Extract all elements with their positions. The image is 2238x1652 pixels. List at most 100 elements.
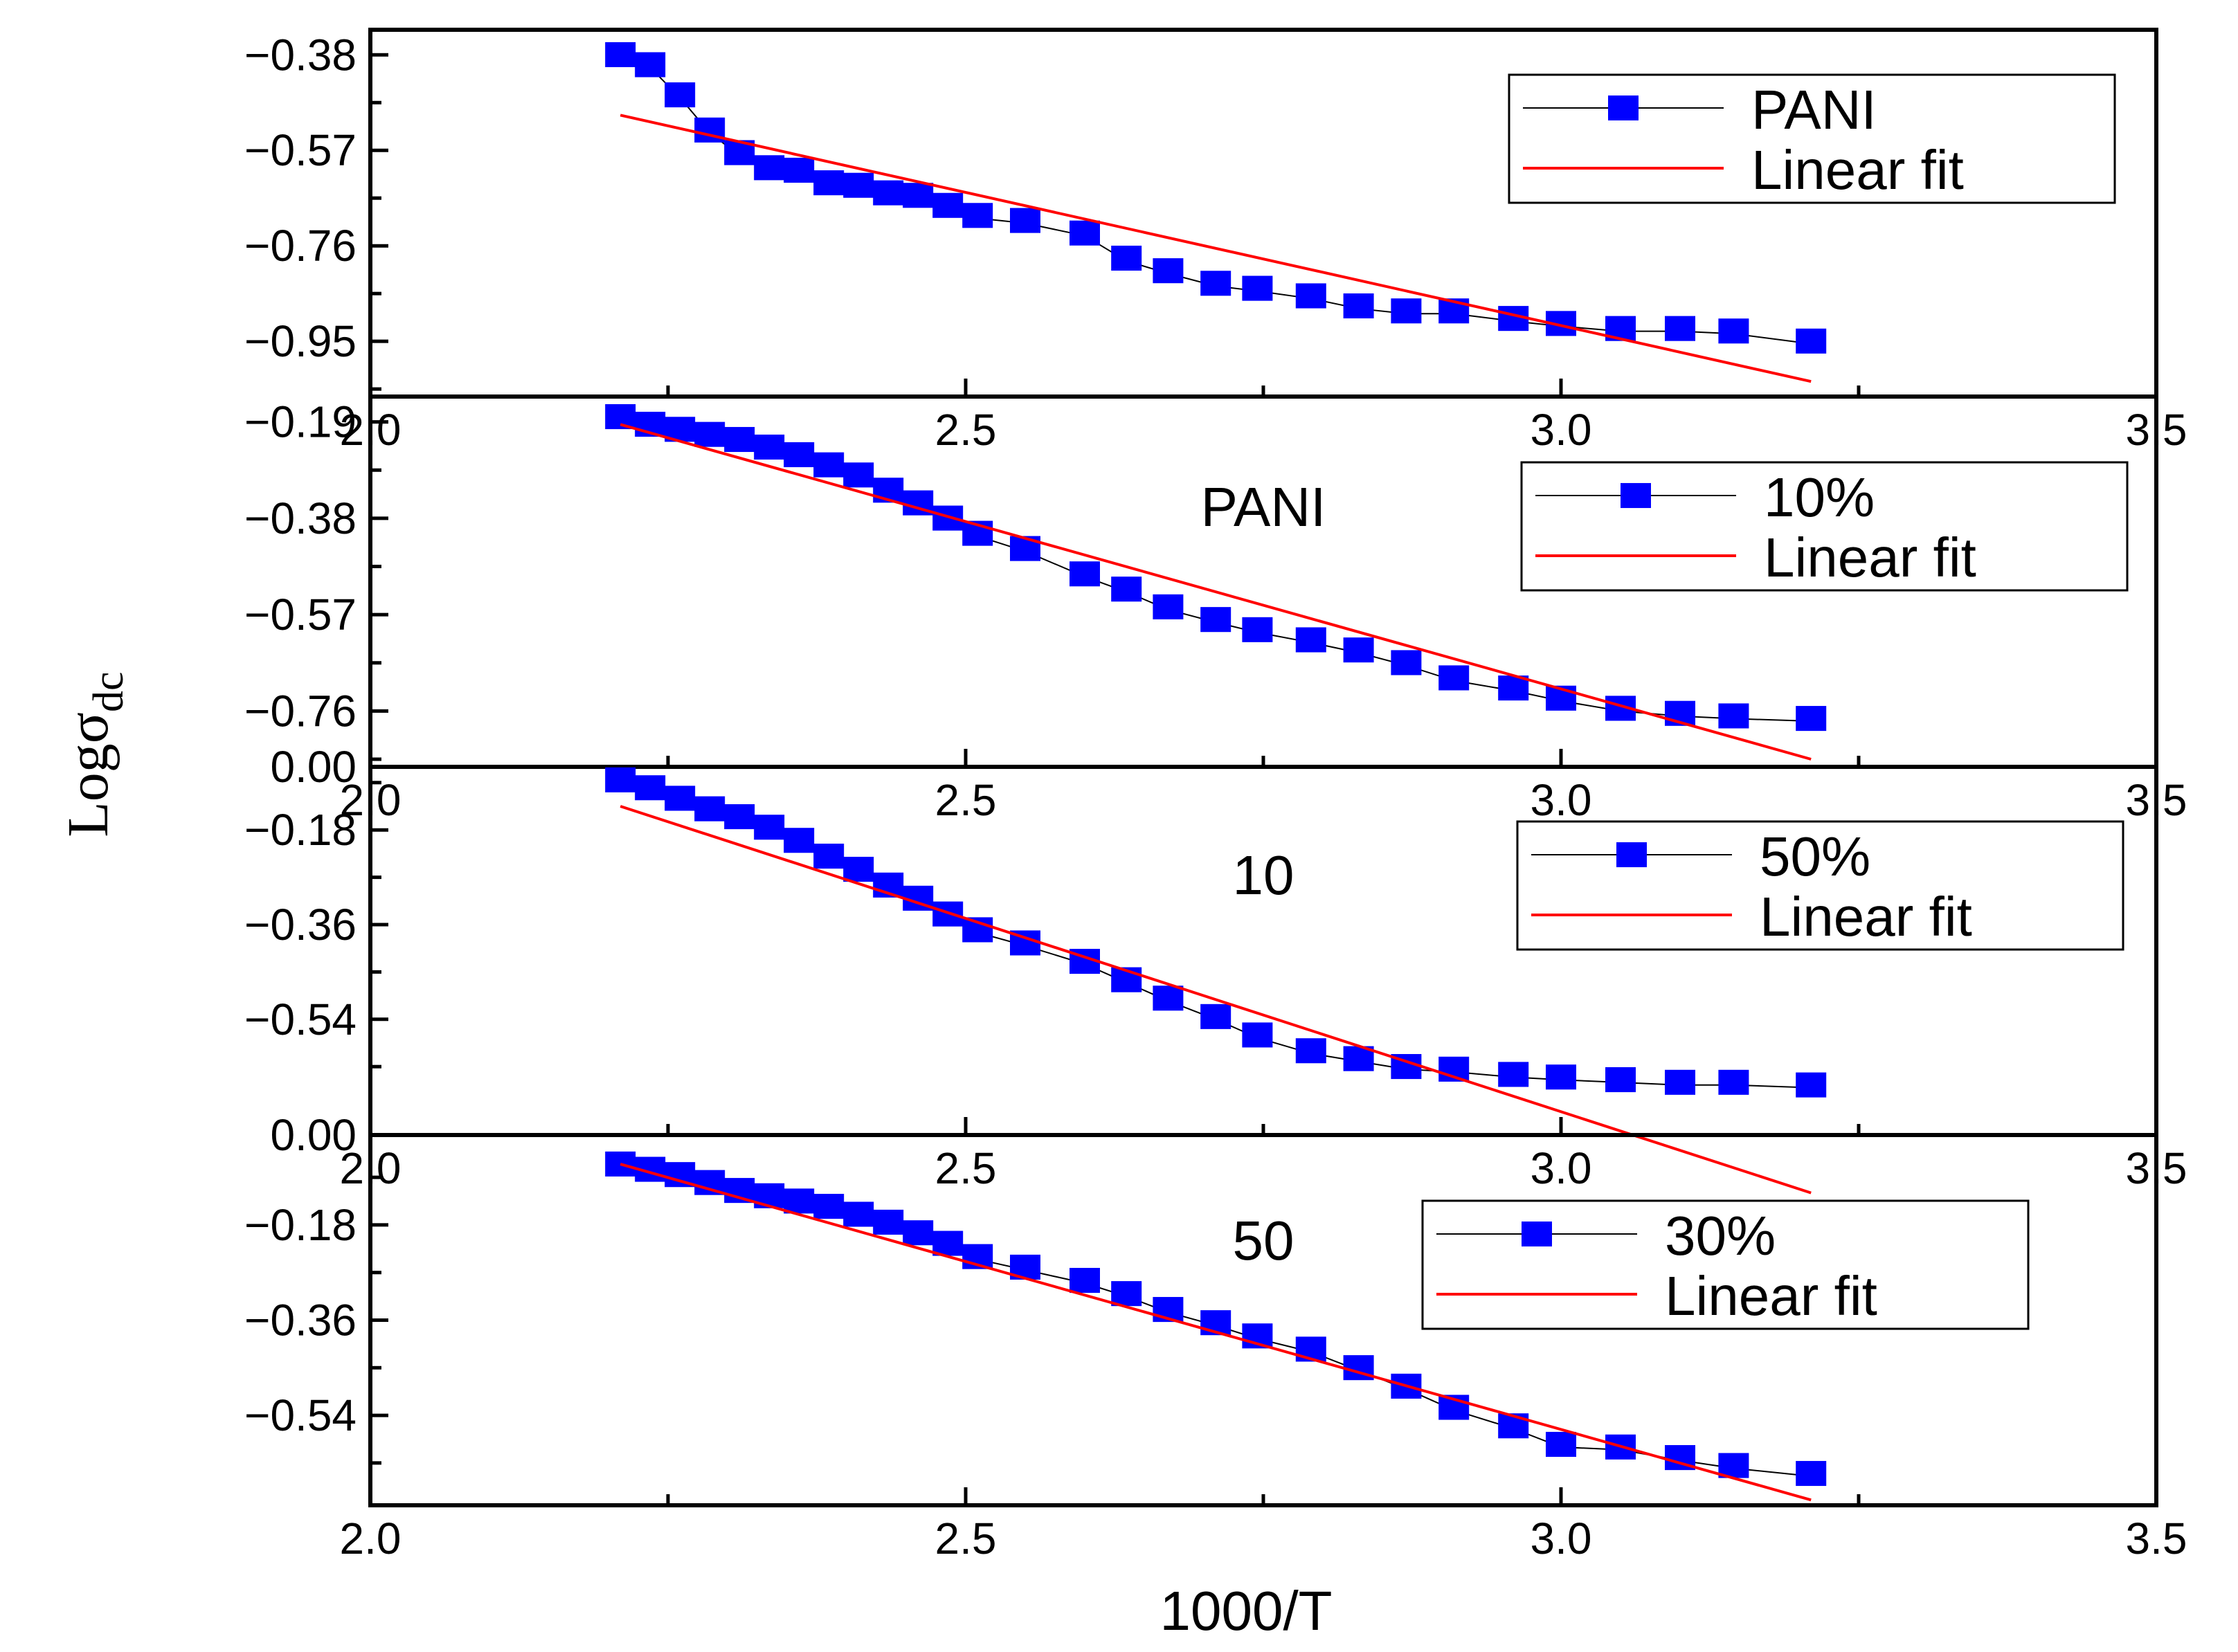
data-point xyxy=(962,203,993,228)
x-tick-label: 2.0 xyxy=(340,1514,401,1563)
data-point xyxy=(694,421,725,447)
panel-annotation: 10 xyxy=(1233,844,1294,906)
x-tick-label: 3.0 xyxy=(1531,775,1592,825)
data-point xyxy=(754,155,785,181)
data-point xyxy=(932,192,964,218)
legend-series-label: 50% xyxy=(1760,826,1870,887)
data-point xyxy=(1153,258,1184,284)
x-tick-label: 3.5 xyxy=(2126,1514,2187,1563)
legend-fit-label: Linear fit xyxy=(1751,139,1964,201)
data-point xyxy=(1546,1431,1576,1458)
legend-series-marker xyxy=(1608,95,1639,121)
legend-series-label: 30% xyxy=(1665,1205,1776,1267)
data-point xyxy=(932,1231,964,1256)
panels: 2.0 2.5 3.0 3.5−0.38−0.57−0.76−0.95PANILine… xyxy=(244,28,2187,1563)
y-tick-label: −0.95 xyxy=(244,316,357,366)
data-point xyxy=(724,1178,755,1204)
data-point xyxy=(1665,1069,1695,1095)
legend: 10%Linear fit xyxy=(1520,461,2129,592)
x-tick-label: 3.0 xyxy=(1531,1514,1592,1563)
data-point xyxy=(1242,275,1273,301)
data-point xyxy=(1718,703,1749,729)
panel-1: 2.0 2.5 3.0 3.5−0.38−0.57−0.76−0.95PANILine… xyxy=(244,28,2187,455)
data-point xyxy=(1111,1281,1142,1307)
x-tick-label: 2.5 xyxy=(935,775,997,825)
y-tick-label: −0.18 xyxy=(244,805,357,855)
y-axis-title-sub: dc xyxy=(85,671,132,712)
data-point xyxy=(903,1220,934,1246)
y-tick-label: −0.54 xyxy=(244,1390,357,1440)
data-point xyxy=(1718,318,1749,344)
y-tick-label: −0.38 xyxy=(244,493,357,543)
data-point xyxy=(813,1194,845,1219)
data-point xyxy=(1391,650,1422,675)
data-point xyxy=(665,82,696,108)
y-tick-label: −0.76 xyxy=(244,686,357,736)
data-point xyxy=(1796,1072,1827,1098)
data-point xyxy=(1796,328,1827,354)
data-point xyxy=(754,815,785,840)
y-tick-label: −0.36 xyxy=(244,1296,357,1345)
data-point xyxy=(843,172,874,198)
y-tick-label: −0.36 xyxy=(244,900,357,950)
data-point xyxy=(694,796,725,822)
data-point xyxy=(1070,1268,1100,1294)
data-point xyxy=(605,1151,636,1177)
legend-series-label: 10% xyxy=(1764,466,1875,528)
data-point xyxy=(1391,298,1422,324)
data-point xyxy=(1438,665,1470,691)
data-point xyxy=(1718,1069,1749,1095)
data-point xyxy=(1605,1067,1636,1093)
data-point xyxy=(605,42,636,68)
data-point xyxy=(724,426,755,453)
legend-series-marker xyxy=(1621,482,1651,509)
data-point xyxy=(1070,220,1100,246)
legend: 30%Linear fit xyxy=(1421,1199,2030,1330)
panel-annotation: 50 xyxy=(1233,1210,1294,1271)
linear-fit-line xyxy=(620,114,1812,383)
x-tick-label: 2.5 xyxy=(935,1514,997,1563)
y-tick-label: −0.19 xyxy=(244,397,357,447)
data-point xyxy=(843,1201,874,1227)
data-point xyxy=(784,157,815,183)
data-point xyxy=(784,1188,815,1214)
y-tick-label: −0.57 xyxy=(244,590,357,639)
legend: 50%Linear fit xyxy=(1516,820,2124,951)
data-point xyxy=(1665,316,1695,341)
y-tick-label: −0.38 xyxy=(244,30,357,80)
y-axis-title: Logσdc xyxy=(56,671,132,837)
x-tick-label: 3.0 xyxy=(1531,1143,1592,1193)
data-point xyxy=(873,1209,904,1235)
linear-fit-line xyxy=(620,805,1812,1195)
panel-4: 2.0 2.5 3.0 3.5 −0.18 −0.36 −0.54 30%Linear fit… xyxy=(244,1133,2187,1563)
data-point xyxy=(1546,1064,1576,1090)
data-point xyxy=(605,767,636,792)
data-point xyxy=(784,828,815,853)
data-point xyxy=(665,786,696,811)
data-point xyxy=(873,180,904,206)
data-point xyxy=(813,844,845,869)
data-point xyxy=(784,442,815,468)
data-point xyxy=(813,452,845,478)
x-tick-label: 2.5 xyxy=(935,405,997,455)
data-point xyxy=(1200,607,1231,633)
data-point xyxy=(1343,293,1374,319)
data-point xyxy=(1070,561,1100,587)
legend-fit-label: Linear fit xyxy=(1760,886,1972,947)
legend-fit-label: Linear fit xyxy=(1665,1265,1877,1327)
data-point xyxy=(1111,245,1142,271)
legend-series-label: PANI xyxy=(1751,79,1877,140)
x-tick-label: 3.0 xyxy=(1531,405,1592,455)
data-point xyxy=(1010,536,1040,561)
data-point xyxy=(1010,208,1040,233)
data-point xyxy=(1200,1004,1231,1029)
y-tick-label: −0.76 xyxy=(244,221,357,271)
y-tick-label: 0.00 xyxy=(270,1110,357,1160)
linear-fit-line xyxy=(620,423,1812,761)
data-point xyxy=(1295,627,1326,653)
data-point xyxy=(1242,617,1273,642)
data-point xyxy=(754,434,785,460)
data-point xyxy=(1796,1460,1827,1487)
